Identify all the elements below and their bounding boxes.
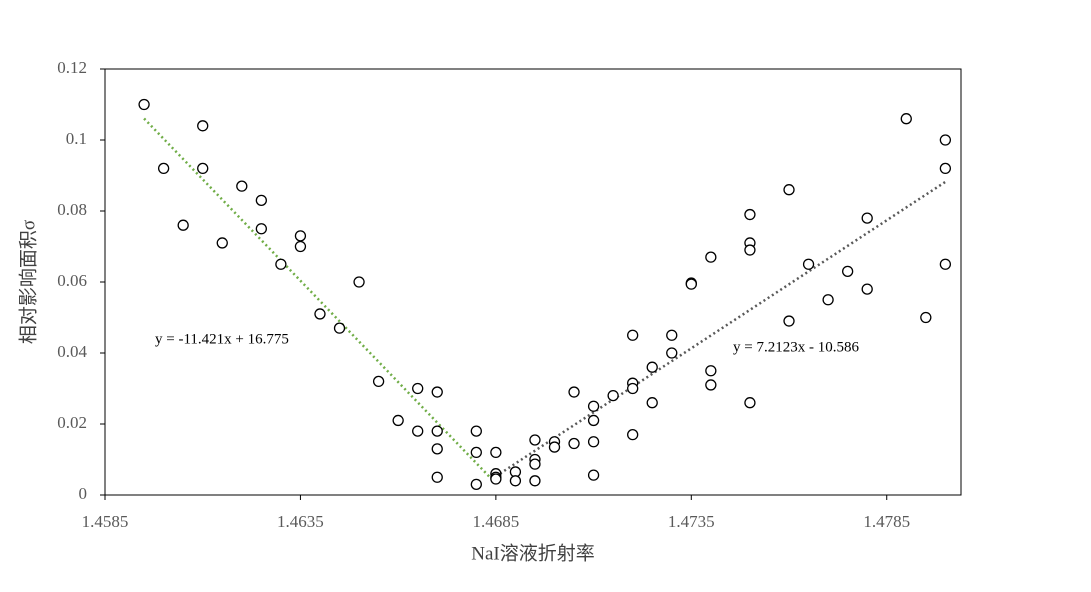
- point: [666, 347, 678, 359]
- point: [705, 365, 717, 377]
- point: [587, 436, 600, 448]
- point: [607, 389, 619, 402]
- y-tick-label: 0: [79, 484, 88, 503]
- y-tick-label: 0.1: [66, 129, 87, 148]
- point: [275, 258, 287, 270]
- y-tick-label: 0.08: [57, 200, 87, 219]
- point: [627, 329, 639, 341]
- trendline: [143, 117, 497, 485]
- point: [685, 278, 697, 290]
- trendline-equation: y = 7.2123x - 10.586: [733, 339, 859, 355]
- point: [666, 329, 678, 341]
- point: [744, 244, 756, 256]
- point: [294, 240, 307, 253]
- point: [470, 478, 482, 491]
- point: [705, 379, 717, 391]
- point: [197, 162, 209, 175]
- point: [431, 471, 443, 483]
- point: [372, 375, 385, 388]
- point: [783, 184, 795, 196]
- point: [939, 162, 952, 175]
- point: [744, 208, 756, 221]
- point: [392, 414, 404, 427]
- point: [939, 134, 952, 146]
- point: [197, 120, 209, 132]
- x-axis-title: NaI溶液折射率: [471, 542, 594, 564]
- point: [412, 425, 424, 437]
- point: [255, 194, 267, 207]
- x-tick-label: 1.4635: [277, 512, 324, 531]
- y-tick-label: 0.06: [57, 271, 87, 290]
- x-tick-label: 1.4585: [82, 512, 129, 531]
- x-tick-label: 1.4735: [668, 512, 715, 531]
- point: [333, 322, 346, 334]
- point: [490, 446, 502, 459]
- point: [587, 469, 600, 481]
- point: [314, 308, 326, 320]
- point: [294, 230, 307, 242]
- point: [177, 219, 189, 231]
- point: [802, 258, 815, 270]
- point: [646, 397, 658, 409]
- point: [861, 283, 873, 295]
- point: [920, 311, 932, 324]
- point: [138, 98, 150, 111]
- point: [529, 434, 541, 446]
- point: [470, 446, 482, 459]
- point: [529, 458, 541, 470]
- point: [900, 113, 912, 125]
- point: [822, 294, 834, 306]
- point: [939, 258, 952, 270]
- point: [431, 425, 443, 437]
- point: [861, 212, 873, 224]
- trendline: [495, 180, 947, 478]
- y-tick-label: 0.12: [57, 58, 87, 77]
- point: [431, 386, 443, 398]
- point: [216, 237, 228, 249]
- plot-frame: [104, 68, 962, 496]
- point: [568, 386, 580, 398]
- point: [548, 441, 561, 453]
- point: [568, 437, 580, 450]
- point: [353, 276, 365, 288]
- point: [255, 223, 267, 235]
- point: [627, 428, 639, 441]
- point: [744, 397, 756, 409]
- point: [587, 414, 600, 427]
- point: [627, 382, 639, 395]
- point: [412, 382, 424, 395]
- point: [705, 251, 717, 263]
- x-tick-label: 1.4685: [472, 512, 519, 531]
- point: [646, 361, 658, 373]
- point: [490, 473, 502, 485]
- point: [783, 315, 795, 327]
- point: [470, 425, 482, 437]
- point: [509, 475, 522, 487]
- point: [236, 180, 248, 192]
- y-tick-label: 0.04: [57, 342, 87, 361]
- point: [431, 443, 443, 455]
- point: [587, 400, 600, 412]
- point: [841, 265, 854, 278]
- x-tick-label: 1.4785: [863, 512, 910, 531]
- trendline-equation: y = -11.421x + 16.775: [155, 331, 289, 347]
- point: [157, 162, 170, 175]
- y-axis-title: 相对影响面积σ: [17, 220, 39, 344]
- point: [529, 475, 541, 487]
- y-tick-label: 0.02: [57, 413, 87, 432]
